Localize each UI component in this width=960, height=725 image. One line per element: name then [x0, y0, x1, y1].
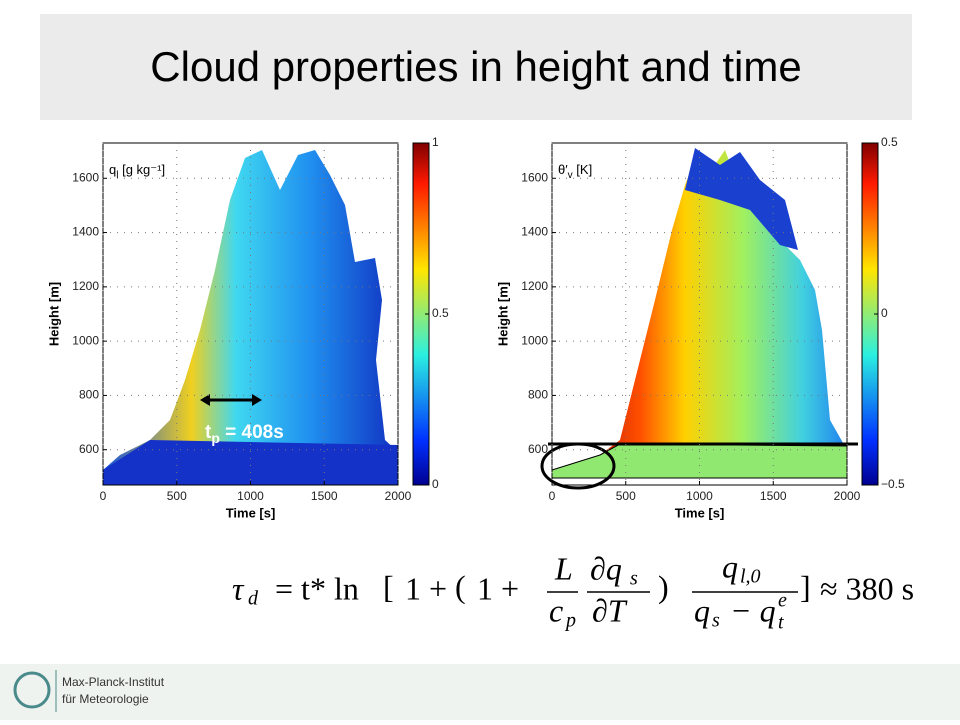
y-tick-label: 800 — [79, 388, 99, 402]
colorbar-tick-label: 0 — [881, 306, 888, 320]
label-rest: [K] — [573, 162, 593, 177]
cloud-top — [685, 148, 798, 250]
x-tick-label: 0 — [549, 489, 556, 503]
y-tick-label: 600 — [528, 442, 548, 456]
tp-t: t — [205, 422, 212, 443]
colorbar-tick-label: −0.5 — [881, 477, 905, 491]
y-tick-label: 1000 — [72, 333, 99, 347]
panel-label: ql [g kg⁻¹] — [109, 162, 165, 180]
eq-part: s — [712, 610, 720, 632]
x-tick-label: 0 — [100, 489, 107, 503]
eq-part: q — [722, 548, 738, 584]
x-axis-label: Time [s] — [675, 505, 725, 520]
eq-part: ( — [455, 568, 466, 604]
colorbar-tick-label: 0.5 — [432, 306, 449, 320]
x-tick-label: 1500 — [760, 489, 787, 503]
title-box — [40, 14, 912, 120]
x-tick-label: 2000 — [385, 489, 412, 503]
eq-part: d — [248, 588, 259, 610]
eq-part: t — [778, 612, 784, 634]
eq-part: L — [554, 550, 573, 586]
cloud-base — [103, 440, 398, 485]
x-tick-label: 500 — [616, 489, 636, 503]
panel-label: θ′v [K] — [558, 162, 592, 180]
y-axis-label: Height [m] — [495, 282, 510, 346]
footer-band — [0, 664, 960, 720]
eq-part: ≈ 380 s — [820, 570, 914, 606]
slide-title: Cloud properties in height and time — [150, 43, 801, 90]
eq-part: l,0 — [740, 566, 761, 588]
colorbar-tick-label: 0 — [432, 477, 439, 491]
label-rest: [g kg⁻¹] — [118, 162, 165, 177]
y-tick-label: 1600 — [72, 170, 99, 184]
x-tick-label: 500 — [167, 489, 187, 503]
y-tick-label: 600 — [79, 442, 99, 456]
footer-text: für Meteorologie — [62, 692, 149, 706]
y-axis-label: Height [m] — [46, 282, 61, 346]
x-tick-label: 1000 — [686, 489, 713, 503]
eq-part: τ — [232, 570, 245, 606]
eq-part: ] — [800, 568, 811, 604]
eq-part: ∂q — [590, 550, 622, 586]
cloud-field — [103, 150, 398, 485]
eq-part: ∂T — [592, 592, 628, 628]
y-tick-label: 800 — [528, 388, 548, 402]
tp-sub: p — [211, 430, 220, 446]
tp-label: tp = 408s — [205, 422, 284, 446]
eq-part: = t* ln — [275, 570, 359, 606]
eq-part: ) — [658, 568, 669, 604]
y-tick-label: 1600 — [521, 170, 548, 184]
label-main: q — [109, 162, 116, 177]
eq-part: − q — [730, 592, 776, 628]
x-axis-label: Time [s] — [226, 505, 276, 520]
y-tick-label: 1000 — [521, 333, 548, 347]
y-tick-label: 1400 — [521, 225, 548, 239]
equation: τ d = t* ln [ 1 + ( 1 + L c p ∂q s ∂T ) … — [232, 548, 914, 633]
eq-part: p — [564, 610, 576, 632]
x-tick-label: 1000 — [237, 489, 264, 503]
footer-text: Max-Planck-Institut — [62, 675, 165, 689]
label-sub: l — [116, 170, 118, 181]
eq-part: [ — [383, 568, 394, 604]
x-tick-label: 1500 — [311, 489, 338, 503]
label-sub: v — [568, 170, 573, 181]
y-tick-label: 1200 — [72, 279, 99, 293]
eq-part: 1 + — [405, 570, 447, 606]
logo — [13, 671, 51, 709]
eq-part: e — [778, 590, 787, 612]
label-main: θ′ — [558, 162, 568, 177]
tp-rest: = 408s — [220, 422, 284, 443]
y-tick-label: 1400 — [72, 225, 99, 239]
eq-part: 1 + — [477, 570, 519, 606]
eq-part: s — [630, 568, 638, 590]
colorbar-tick-label: 0.5 — [881, 135, 898, 149]
eq-part: q — [694, 592, 710, 628]
colorbar-tick-label: 1 — [432, 135, 439, 149]
eq-part: c — [549, 592, 563, 628]
highlight-ellipse — [540, 442, 616, 490]
y-tick-label: 1200 — [521, 279, 548, 293]
x-tick-label: 2000 — [834, 489, 861, 503]
